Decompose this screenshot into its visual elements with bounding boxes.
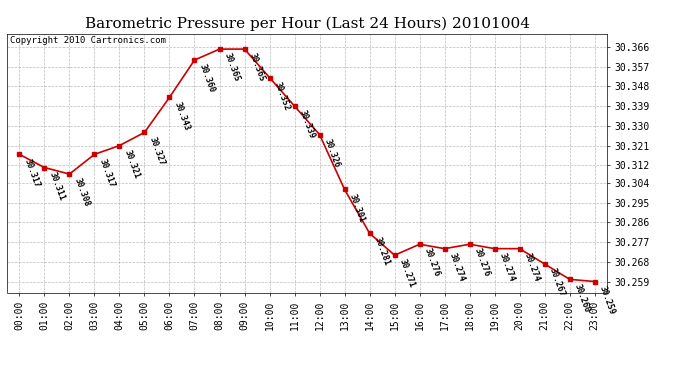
Text: 30.276: 30.276 xyxy=(422,247,441,278)
Text: 30.274: 30.274 xyxy=(522,251,541,283)
Text: Copyright 2010 Cartronics.com: Copyright 2010 Cartronics.com xyxy=(10,36,166,45)
Text: 30.281: 30.281 xyxy=(373,236,391,267)
Text: 30.360: 30.360 xyxy=(197,63,216,94)
Text: 30.365: 30.365 xyxy=(247,52,266,83)
Text: 30.327: 30.327 xyxy=(147,135,166,166)
Text: 30.317: 30.317 xyxy=(97,157,116,188)
Text: 30.301: 30.301 xyxy=(347,192,366,224)
Text: 30.274: 30.274 xyxy=(497,251,516,283)
Text: 30.339: 30.339 xyxy=(297,109,316,140)
Text: 30.267: 30.267 xyxy=(547,267,566,298)
Text: 30.308: 30.308 xyxy=(72,177,91,208)
Text: 30.352: 30.352 xyxy=(273,80,291,112)
Text: 30.260: 30.260 xyxy=(573,282,591,314)
Text: 30.321: 30.321 xyxy=(122,148,141,180)
Text: 30.343: 30.343 xyxy=(172,100,191,131)
Text: 30.274: 30.274 xyxy=(447,251,466,283)
Text: 30.311: 30.311 xyxy=(47,170,66,201)
Text: 30.365: 30.365 xyxy=(222,52,241,83)
Text: 30.259: 30.259 xyxy=(598,284,616,316)
Title: Barometric Pressure per Hour (Last 24 Hours) 20101004: Barometric Pressure per Hour (Last 24 Ho… xyxy=(85,17,529,31)
Text: 30.317: 30.317 xyxy=(22,157,41,188)
Text: 30.276: 30.276 xyxy=(473,247,491,278)
Text: 30.271: 30.271 xyxy=(397,258,416,289)
Text: 30.326: 30.326 xyxy=(322,137,341,169)
